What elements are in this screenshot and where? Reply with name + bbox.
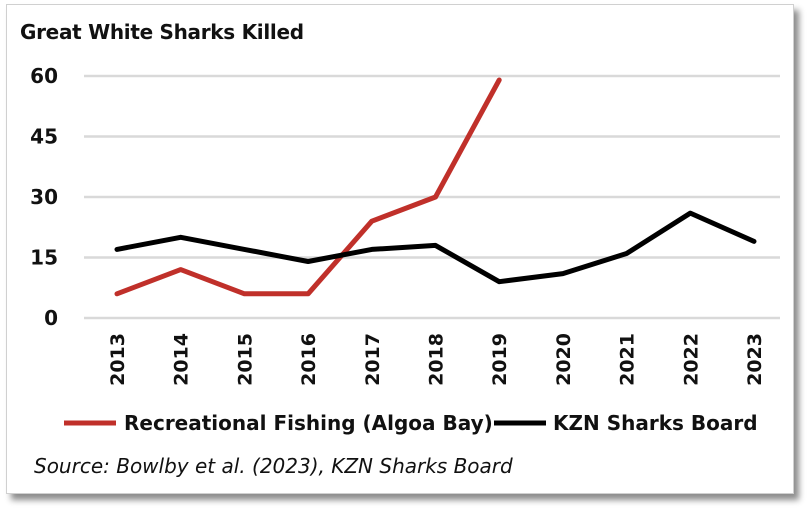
y-tick-label: 30 <box>30 185 58 209</box>
x-tick-label: 2019 <box>489 333 511 386</box>
x-tick-label: 2021 <box>617 333 639 386</box>
legend: Recreational Fishing (Algoa Bay) KZN Shar… <box>64 411 758 435</box>
legend-label-1: KZN Sharks Board <box>553 411 758 435</box>
y-tick-label: 60 <box>30 64 58 88</box>
y-tick-label: 15 <box>30 246 58 270</box>
x-tick-label: 2016 <box>298 333 320 386</box>
legend-label-0: Recreational Fishing (Algoa Bay) <box>124 411 493 435</box>
series-line-1 <box>114 210 757 285</box>
chart-title: Great White Sharks Killed <box>20 20 304 44</box>
x-tick-labels: 2013 2014 2015 2016 2017 2018 2019 2020 2021 2022… <box>107 333 766 386</box>
x-tick-label: 2018 <box>426 333 448 386</box>
x-tick-label: 2020 <box>553 333 575 386</box>
x-tick-label: 2017 <box>362 333 384 386</box>
series-line-0 <box>114 77 502 297</box>
x-tick-label: 2015 <box>234 333 256 386</box>
series-lines <box>114 77 757 297</box>
y-tick-labels: 0 15 30 45 60 <box>30 64 58 330</box>
y-tick-label: 45 <box>30 125 58 149</box>
x-tick-label: 2022 <box>680 333 702 386</box>
x-tick-label: 2013 <box>107 333 129 386</box>
y-tick-label: 0 <box>44 306 58 330</box>
x-tick-label: 2014 <box>171 333 193 386</box>
x-tick-label: 2023 <box>744 333 766 386</box>
source-note: Source: Bowlby et al. (2023), KZN Sharks… <box>34 454 513 478</box>
